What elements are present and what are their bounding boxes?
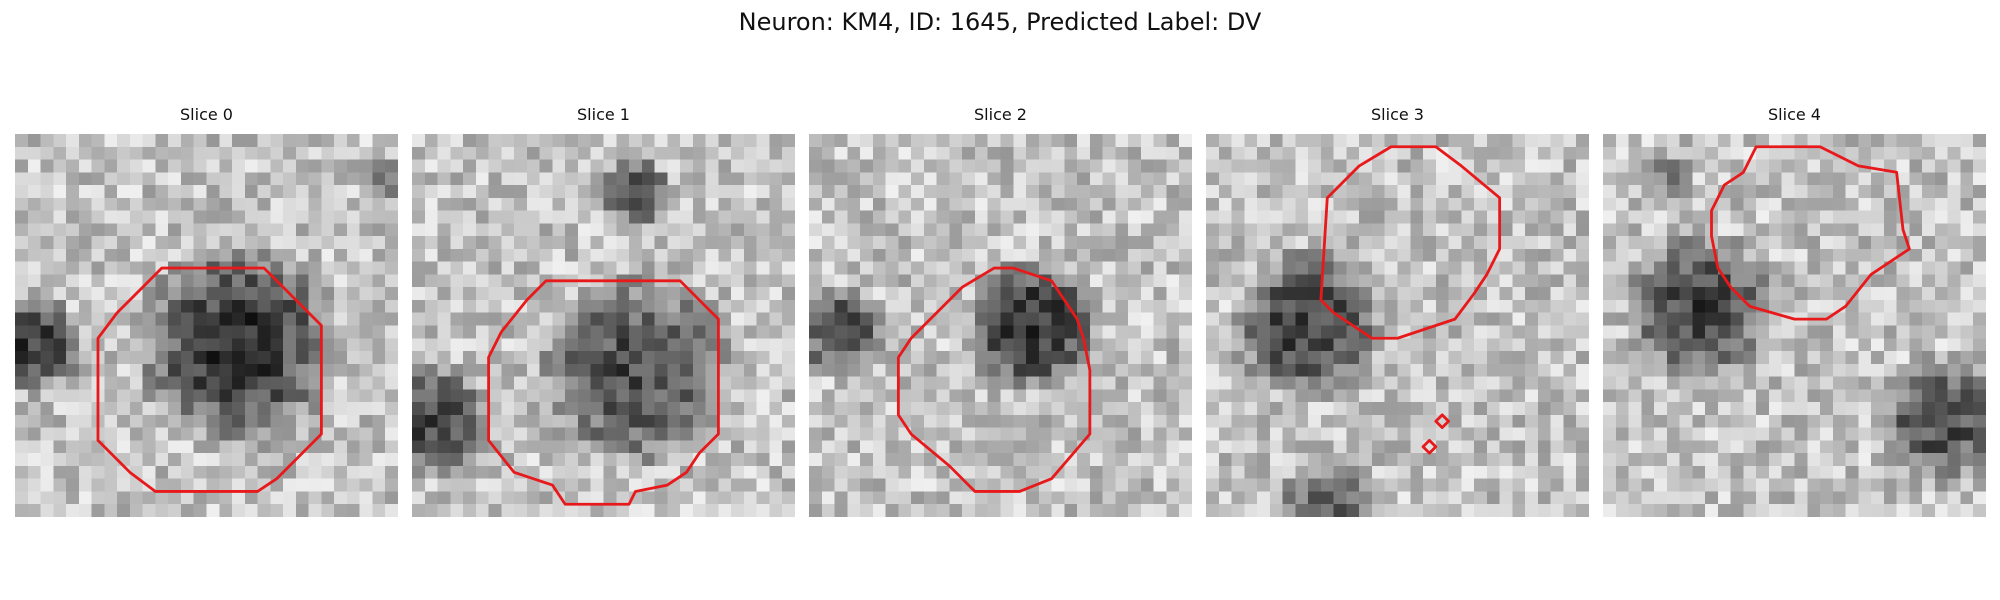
contour-line <box>1319 145 1502 340</box>
predicted-contour-overlay <box>896 266 1092 493</box>
contour-line <box>1421 438 1438 455</box>
contour-line <box>487 279 720 506</box>
slice-title: Slice 1 <box>577 105 630 124</box>
slice-image <box>809 134 1192 517</box>
slice-title: Slice 4 <box>1768 105 1821 124</box>
contour-line <box>1434 413 1450 430</box>
slice-title: Slice 3 <box>1371 105 1424 124</box>
contour-line <box>1710 145 1911 321</box>
grayscale-microscopy-image <box>15 134 398 517</box>
grayscale-microscopy-image <box>412 134 795 517</box>
slice-image <box>412 134 795 517</box>
slice-title: Slice 0 <box>180 105 233 124</box>
grayscale-microscopy-image <box>1603 134 1986 517</box>
predicted-contour-overlay <box>96 266 323 493</box>
slice-title: Slice 2 <box>974 105 1027 124</box>
predicted-contour-overlay <box>1710 145 1911 321</box>
predicted-contour-overlay <box>1319 145 1502 455</box>
figure-title: Neuron: KM4, ID: 1645, Predicted Label: … <box>738 8 1262 36</box>
slice-image <box>1603 134 1986 517</box>
grayscale-microscopy-image <box>809 134 1192 517</box>
contour-line <box>96 266 323 493</box>
contour-line <box>896 266 1092 493</box>
slice-image <box>15 134 398 517</box>
grayscale-microscopy-image <box>1206 134 1589 517</box>
predicted-contour-overlay <box>487 279 720 506</box>
slice-image <box>1206 134 1589 517</box>
